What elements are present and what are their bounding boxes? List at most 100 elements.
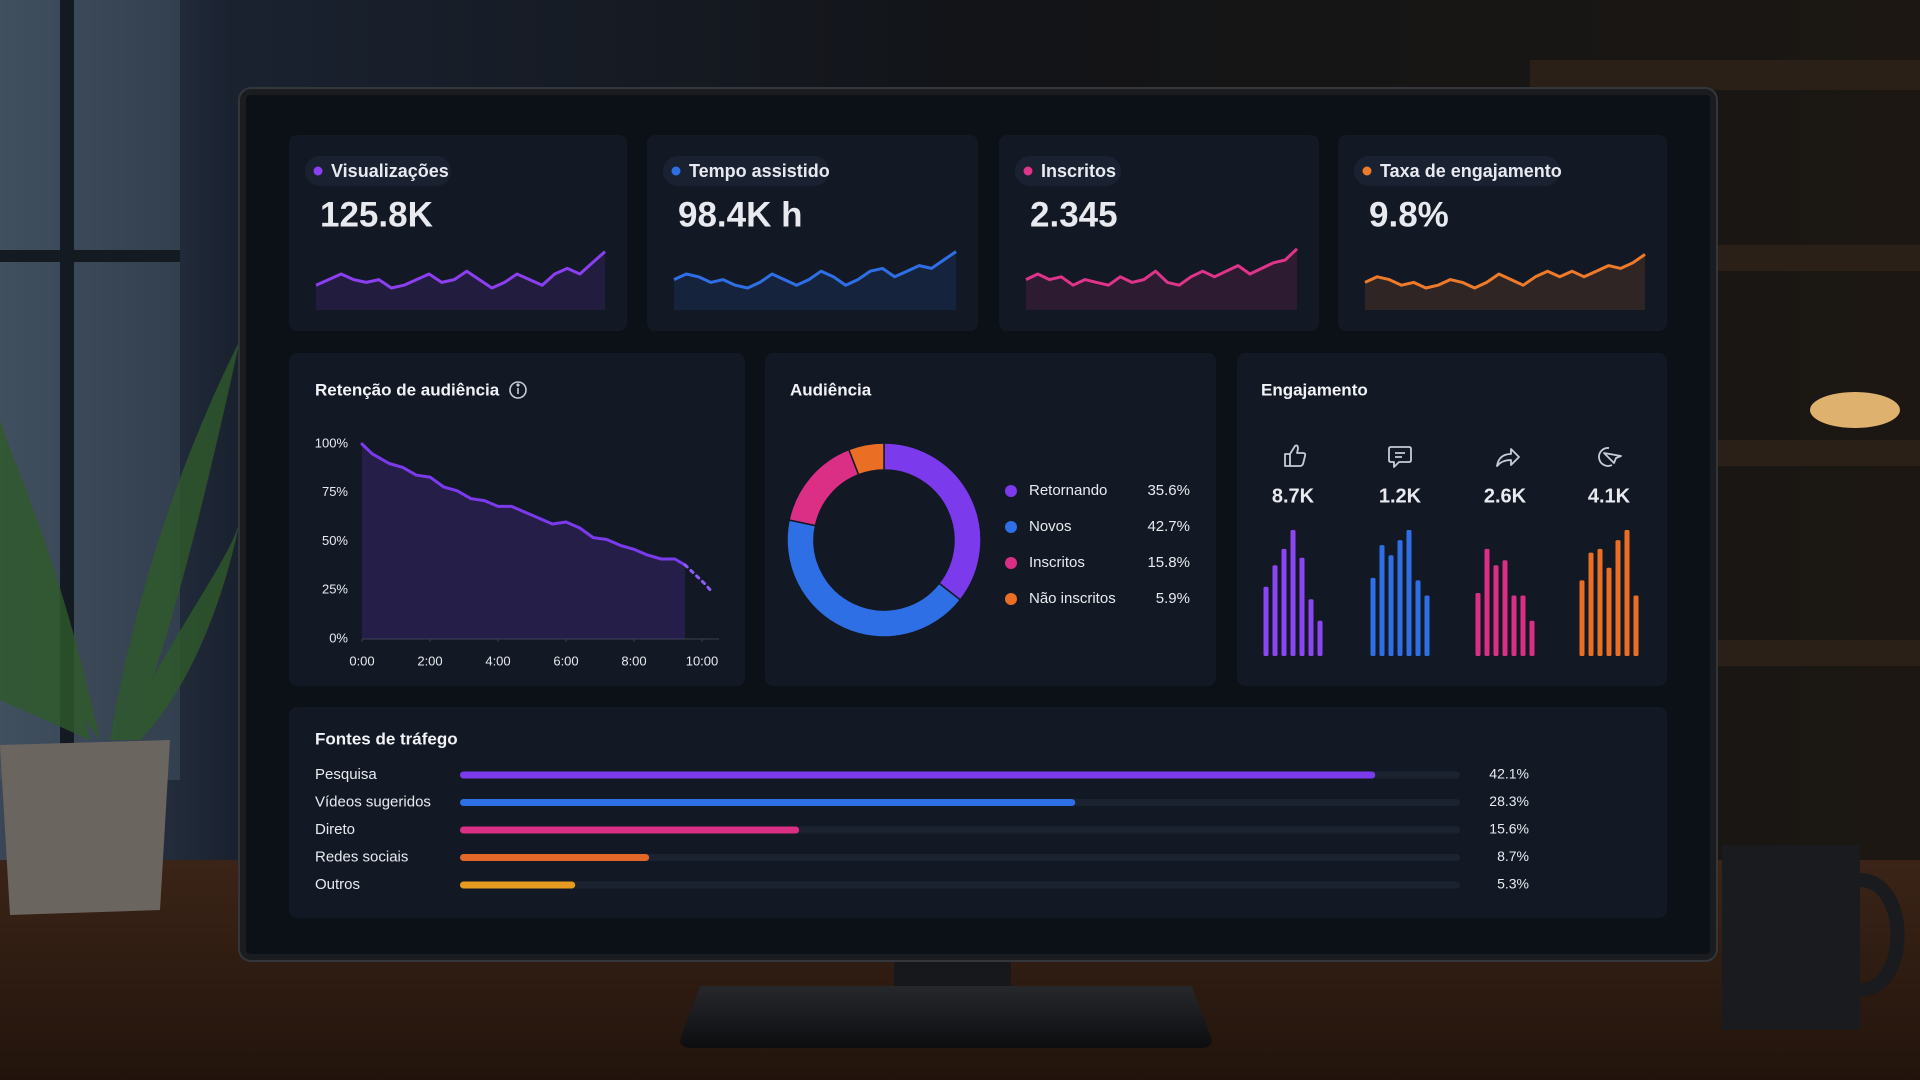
engagement-bar bbox=[1424, 595, 1430, 656]
engagement-value: 2.6K bbox=[1484, 485, 1527, 507]
engagement-bar bbox=[1597, 548, 1603, 656]
legend-label: Inscritos bbox=[1029, 554, 1085, 571]
bar-track bbox=[460, 881, 1460, 889]
panel-title: Audiência bbox=[790, 380, 872, 399]
x-tick-label: 8:00 bbox=[621, 653, 646, 668]
source-label: Direto bbox=[315, 821, 355, 838]
legend-dot bbox=[1005, 485, 1017, 497]
traffic-bar bbox=[460, 826, 800, 834]
plant bbox=[0, 340, 240, 740]
kpi-value: 98.4K h bbox=[678, 195, 803, 234]
source-value: 15.6% bbox=[1489, 821, 1529, 837]
engagement-bar bbox=[1272, 565, 1278, 656]
kpi-dot bbox=[1362, 166, 1372, 176]
source-value: 28.3% bbox=[1489, 793, 1529, 809]
engagement-bar bbox=[1511, 595, 1517, 656]
sparkline-area bbox=[674, 251, 956, 310]
engagement-bar bbox=[1615, 540, 1621, 656]
engagement-bar bbox=[1388, 555, 1394, 656]
legend-value: 15.8% bbox=[1147, 554, 1190, 571]
engagement-value: 4.1K bbox=[1588, 485, 1631, 507]
kpi-label: Taxa de engajamento bbox=[1380, 161, 1562, 181]
engagement-value: 8.7K bbox=[1272, 485, 1315, 507]
kpi-label: Visualizações bbox=[331, 161, 449, 181]
share-icon bbox=[1496, 448, 1520, 467]
engagement-bar bbox=[1379, 545, 1385, 656]
y-tick-label: 0% bbox=[329, 630, 348, 645]
engagement-bar bbox=[1406, 530, 1412, 656]
engagement-bar bbox=[1484, 548, 1490, 656]
legend-dot bbox=[1005, 521, 1017, 533]
engagement-bar bbox=[1493, 565, 1499, 656]
x-tick-label: 2:00 bbox=[417, 653, 442, 668]
info-icon[interactable] bbox=[509, 381, 527, 399]
monitor-base bbox=[680, 986, 1212, 1048]
comment-icon bbox=[1388, 446, 1412, 468]
kpi-dot bbox=[671, 166, 681, 176]
y-tick-label: 50% bbox=[322, 533, 348, 548]
donut-slice bbox=[847, 442, 885, 476]
panel-title: Engajamento bbox=[1261, 380, 1368, 399]
legend-dot bbox=[1005, 593, 1017, 605]
legend-label: Retornando bbox=[1029, 482, 1107, 499]
kpi-value: 2.345 bbox=[1030, 195, 1118, 234]
engagement-bar bbox=[1520, 595, 1526, 656]
label-pill bbox=[305, 156, 451, 186]
traffic-bar bbox=[460, 799, 1076, 806]
kpi-label: Inscritos bbox=[1041, 161, 1116, 181]
engagement-bar bbox=[1317, 620, 1323, 656]
engagement-value: 1.2K bbox=[1379, 485, 1422, 507]
engagement-bar bbox=[1588, 552, 1594, 656]
engagement-bar bbox=[1308, 599, 1314, 656]
retention-line bbox=[683, 563, 714, 594]
sparkline-area bbox=[316, 251, 605, 310]
sparkline bbox=[1364, 253, 1646, 290]
kpi-dot bbox=[313, 166, 323, 176]
engagement-bar bbox=[1579, 580, 1585, 656]
window-frame bbox=[0, 250, 180, 262]
kpi-value: 9.8% bbox=[1369, 195, 1449, 234]
engagement-bar bbox=[1606, 567, 1612, 656]
traffic-bar bbox=[460, 771, 1376, 779]
retention-line bbox=[360, 442, 687, 567]
window-frame bbox=[60, 0, 74, 780]
label-pill bbox=[1354, 156, 1560, 186]
legend-label: Novos bbox=[1029, 518, 1072, 535]
source-label: Vídeos sugeridos bbox=[315, 793, 431, 810]
traffic-bar bbox=[460, 881, 576, 889]
pot bbox=[0, 740, 170, 915]
legend-value: 5.9% bbox=[1156, 590, 1190, 607]
legend-label: Não inscritos bbox=[1029, 590, 1116, 607]
engagement-icons bbox=[1284, 444, 1622, 468]
y-tick-label: 100% bbox=[315, 435, 349, 450]
legend-dot bbox=[1005, 557, 1017, 569]
label-pill bbox=[663, 156, 829, 186]
source-label: Redes sociais bbox=[315, 848, 408, 865]
sparkline bbox=[1025, 247, 1299, 287]
engagement-bar bbox=[1502, 560, 1508, 656]
sparkline-area bbox=[1365, 254, 1645, 310]
engagement-bar bbox=[1281, 548, 1287, 656]
kpi-label: Tempo assistido bbox=[689, 161, 830, 181]
lamp bbox=[1810, 392, 1900, 428]
traffic-bar bbox=[460, 854, 650, 861]
legend-value: 35.6% bbox=[1147, 482, 1190, 499]
engagement-bar bbox=[1370, 577, 1376, 656]
engagement-bar bbox=[1397, 540, 1403, 656]
bar-track bbox=[460, 854, 1460, 861]
source-label: Outros bbox=[315, 876, 360, 893]
line-area bbox=[362, 444, 685, 639]
y-tick-label: 25% bbox=[322, 582, 348, 597]
kpi-value: 125.8K bbox=[320, 195, 433, 234]
click-icon bbox=[1598, 447, 1622, 467]
engagement-bar bbox=[1290, 530, 1296, 656]
panel-title: Fontes de tráfego bbox=[315, 729, 458, 748]
x-tick-label: 10:00 bbox=[686, 653, 719, 668]
source-value: 8.7% bbox=[1497, 848, 1529, 864]
source-value: 42.1% bbox=[1489, 766, 1529, 782]
shelves bbox=[1530, 60, 1920, 666]
y-tick-label: 75% bbox=[322, 484, 348, 499]
donut-slice bbox=[786, 519, 962, 638]
